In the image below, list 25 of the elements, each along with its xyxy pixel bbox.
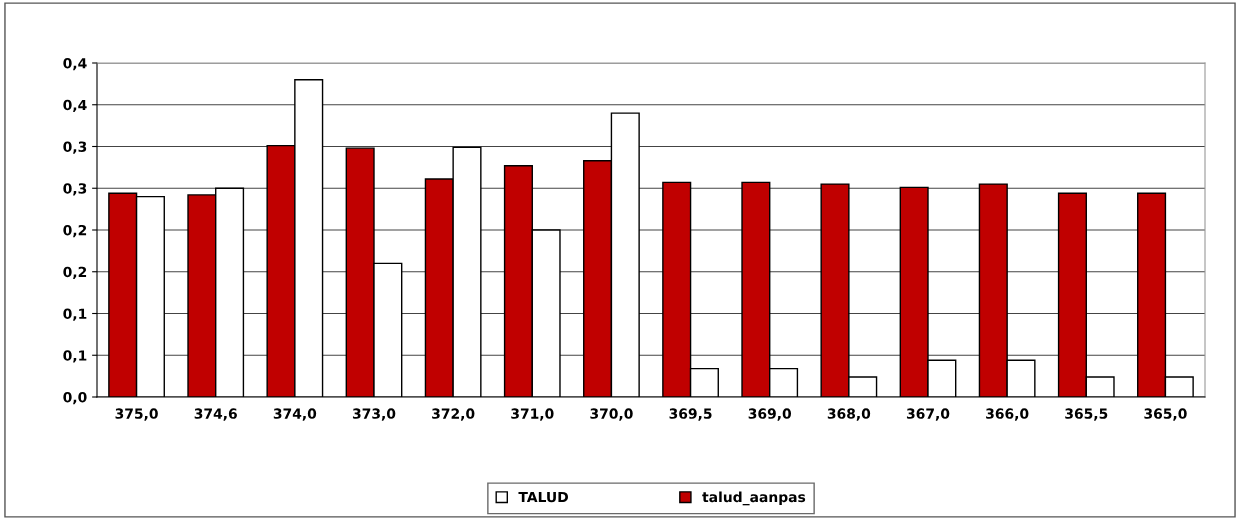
y-tick-label: 0,2 <box>63 224 87 238</box>
y-tick-label: 0,0 <box>63 391 87 405</box>
x-tick-label: 372,0 <box>432 408 475 421</box>
x-tick-label: 373,0 <box>352 408 396 421</box>
x-tick-label: 369,5 <box>669 408 712 421</box>
x-tick-label: 371,0 <box>511 408 554 421</box>
y-tick-label: 0,4 <box>63 57 87 71</box>
legend-label: talud_aanpas <box>702 491 806 506</box>
legend-label: TALUD <box>518 491 568 503</box>
x-tick-label: 365,0 <box>1144 408 1187 421</box>
y-tick-label: 0,4 <box>63 99 87 112</box>
y-tick-label: 0,3 <box>63 141 87 154</box>
x-tick-label: 365,5 <box>1065 408 1108 421</box>
x-tick-label: 367,0 <box>906 408 950 421</box>
x-tick-label: 369,0 <box>748 408 792 421</box>
y-tick-label: 0,1 <box>63 308 87 321</box>
y-tick-label: 0,3 <box>63 183 87 196</box>
x-tick-label: 370,0 <box>590 408 633 421</box>
x-tick-label: 374,6 <box>194 408 237 421</box>
x-tick-label: 368,0 <box>827 408 871 421</box>
y-tick-label: 0,2 <box>63 266 87 279</box>
x-tick-label: 375,0 <box>115 408 158 421</box>
x-tick-label: 366,0 <box>986 408 1029 421</box>
x-tick-label: 374,0 <box>273 408 317 421</box>
y-tick-label: 0,1 <box>63 350 87 363</box>
